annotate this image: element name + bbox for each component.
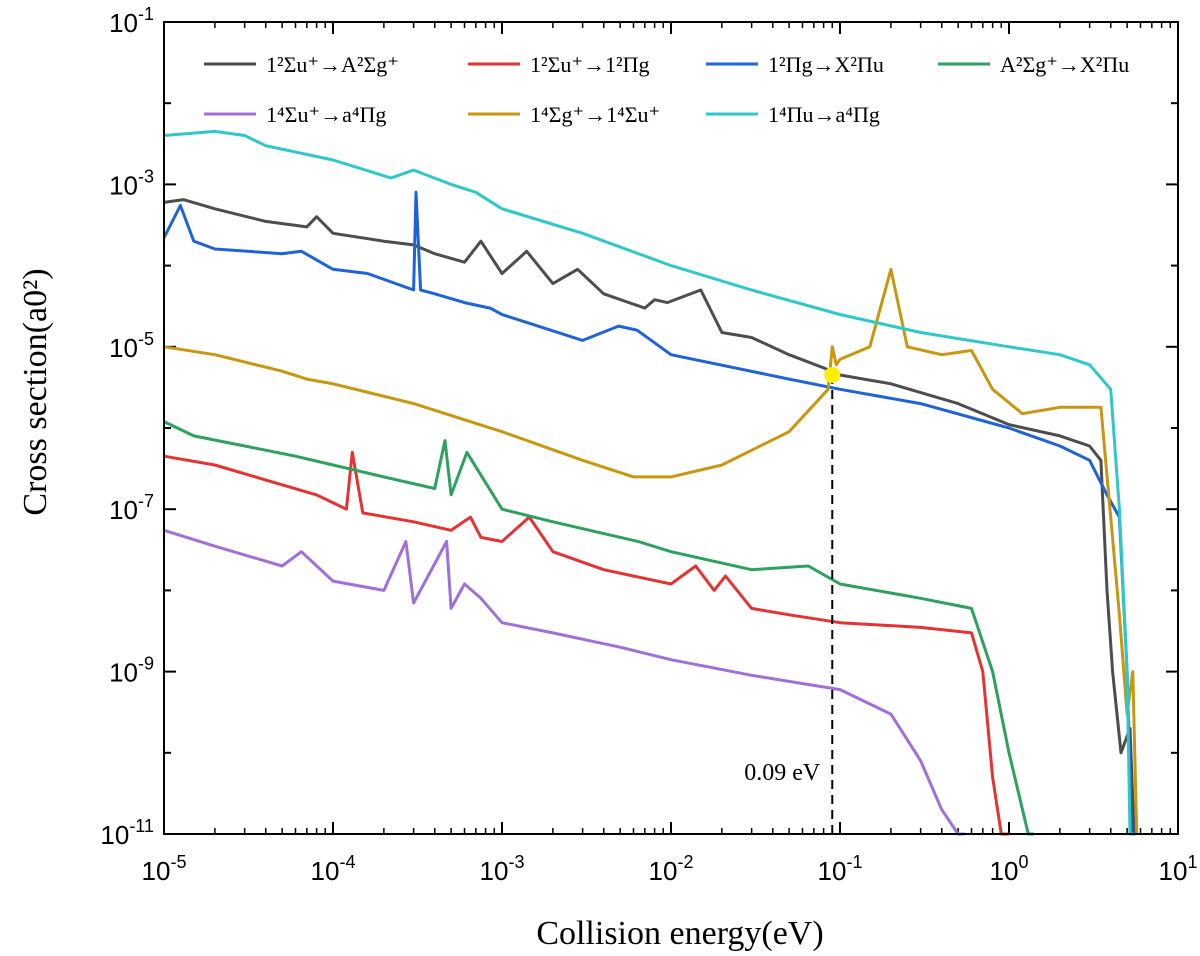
y-tick-label: 10-1 <box>109 4 154 38</box>
series-line-3 <box>162 190 1136 836</box>
x-tick-label: 100 <box>990 852 1029 886</box>
legend-label-2: 1²Σu⁺→1²Πg <box>530 52 650 77</box>
series-line-1 <box>163 198 1136 835</box>
x-axis-title: Collision energy(eV) <box>536 915 823 952</box>
x-tick-label: 10-4 <box>311 852 356 886</box>
x-tick-label: 10-3 <box>480 852 525 886</box>
annotation-label: 0.09 eV <box>744 760 821 786</box>
legend-label-4: A²Σg⁺→X²Πu <box>1000 52 1129 77</box>
y-tick-label: 10-5 <box>109 329 154 363</box>
legend-label-7: 1⁴Πu→a⁴Πg <box>768 102 880 127</box>
series-line-4 <box>163 420 1034 836</box>
legend-label-6: 1⁴Σg⁺→1⁴Σu⁺ <box>530 102 660 127</box>
y-tick-label: 10-7 <box>109 491 154 525</box>
plot-frame <box>163 21 1179 835</box>
legend: 1²Σu⁺→A²Σg⁺ 1²Σu⁺→1²Πg 1²Πg→X²Πu A²Σg⁺→X²Πu… <box>204 52 1129 127</box>
series-line-6 <box>163 267 1139 835</box>
y-tick-labels: 10-11 10-9 10-7 10-5 10-3 10-1 <box>100 4 154 850</box>
x-tick-label: 10-5 <box>142 852 187 886</box>
x-tick-label: 101 <box>1159 852 1198 886</box>
legend-label-1: 1²Σu⁺→A²Σg⁺ <box>266 52 399 77</box>
x-tick-labels: 10-5 10-4 10-3 10-2 10-1 100 101 <box>142 852 1198 886</box>
legend-label-3: 1²Πg→X²Πu <box>768 52 884 77</box>
y-axis-title: Cross section(a0²) <box>17 268 54 515</box>
series-line-7 <box>163 129 1135 836</box>
series-line-2 <box>163 450 1009 836</box>
legend-label-5: 1⁴Σu⁺→a⁴Πg <box>266 102 386 127</box>
x-tick-label: 10-2 <box>649 852 694 886</box>
x-tick-label: 10-1 <box>818 852 863 886</box>
annotation-marker <box>824 366 841 383</box>
y-tick-label: 10-11 <box>100 816 154 850</box>
series-line-5 <box>163 528 966 836</box>
y-tick-label: 10-9 <box>109 654 154 688</box>
y-tick-label: 10-3 <box>109 166 154 200</box>
series-lines <box>162 129 1139 836</box>
